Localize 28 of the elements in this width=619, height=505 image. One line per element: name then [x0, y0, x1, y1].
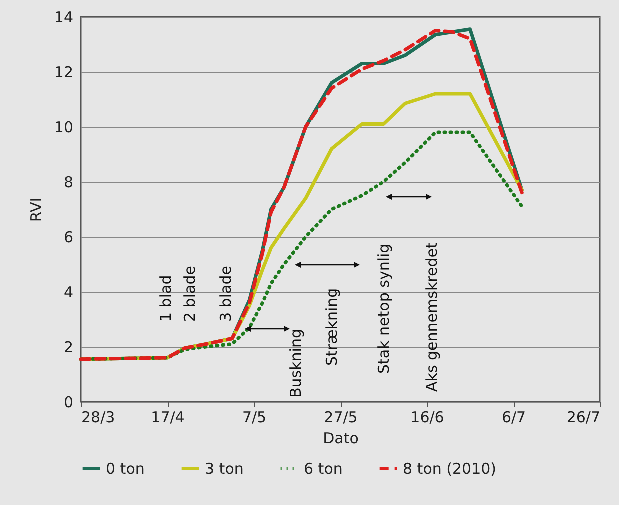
- legend-label: 8 ton (2010): [403, 460, 497, 478]
- annotation: 3 blade: [217, 266, 235, 322]
- y-tick-label: 6: [64, 228, 74, 246]
- y-tick-label: 0: [64, 394, 74, 412]
- x-tick-label: 6/7: [502, 408, 526, 426]
- x-tick-label: 28/3: [82, 408, 116, 426]
- legend-label: 3 ton: [205, 460, 244, 478]
- legend-label: 6 ton: [304, 460, 343, 478]
- legend-label: 0 ton: [106, 460, 145, 478]
- y-axis-title: RVI: [27, 198, 46, 222]
- y-tick-label: 14: [54, 8, 74, 26]
- annotation: 1 blad: [157, 275, 175, 322]
- x-tick-label: 27/5: [324, 408, 358, 426]
- annotation: Stak netop synlig: [375, 244, 393, 374]
- x-tick-label: 17/4: [151, 408, 185, 426]
- y-tick-label: 2: [64, 338, 74, 356]
- y-tick-label: 12: [54, 64, 74, 82]
- annotation: 2 blade: [181, 266, 199, 322]
- x-tick-label: 16/6: [410, 408, 444, 426]
- annotation: Buskning: [287, 328, 305, 398]
- annotation: Aks gennemskredet: [423, 242, 441, 392]
- y-tick-label: 8: [64, 174, 74, 192]
- x-axis-title: Dato: [323, 430, 359, 448]
- y-tick-label: 10: [54, 118, 74, 136]
- x-tick-label: 26/7: [566, 408, 600, 426]
- y-tick-label: 4: [64, 284, 74, 302]
- x-tick-label: 7/5: [242, 408, 267, 426]
- annotation: Strækning: [323, 288, 341, 366]
